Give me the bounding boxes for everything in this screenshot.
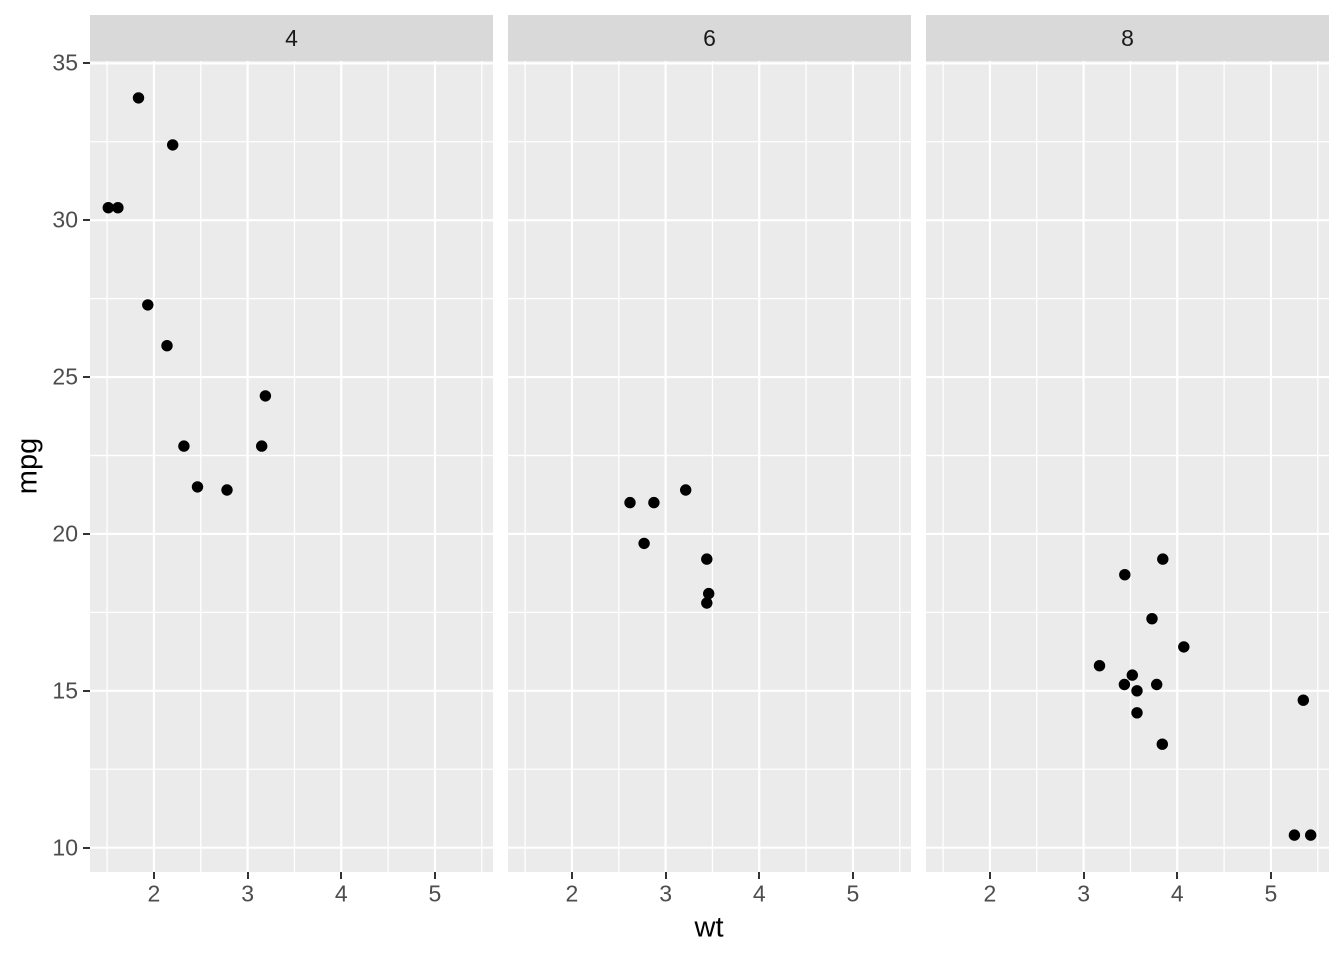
data-point bbox=[259, 390, 272, 402]
data-point bbox=[1297, 694, 1309, 706]
data-point bbox=[1151, 678, 1163, 691]
data-point bbox=[1288, 829, 1301, 841]
scatter-panel bbox=[926, 61, 1329, 872]
y-tick-label: 10 bbox=[52, 834, 78, 861]
x-tick-mark bbox=[851, 872, 854, 879]
x-tick-label: 2 bbox=[983, 880, 997, 907]
x-tick-label: 2 bbox=[565, 880, 579, 907]
x-tick-mark bbox=[988, 872, 991, 879]
y-tick-mark bbox=[83, 62, 90, 65]
data-point bbox=[1118, 678, 1131, 691]
y-tick-mark bbox=[83, 532, 90, 535]
scatter-panel bbox=[90, 61, 493, 872]
x-axis-title: wt bbox=[694, 911, 724, 944]
x-tick-label: 5 bbox=[1264, 880, 1278, 907]
facet-strip: 6 bbox=[508, 15, 911, 61]
major-gridlines bbox=[508, 61, 911, 872]
y-tick-mark bbox=[83, 846, 90, 849]
data-point bbox=[648, 496, 660, 509]
facet-strip-label: 4 bbox=[285, 24, 298, 51]
x-tick-label: 4 bbox=[334, 880, 348, 907]
data-point bbox=[191, 481, 204, 493]
y-axis-title: mpg bbox=[11, 437, 44, 495]
minor-gridlines bbox=[508, 61, 911, 872]
data-point bbox=[1126, 669, 1138, 681]
data-point bbox=[1157, 553, 1169, 565]
y-tick-mark bbox=[83, 376, 90, 379]
panel-background bbox=[926, 61, 1329, 872]
x-tick-label: 4 bbox=[1170, 880, 1184, 907]
data-point bbox=[1119, 569, 1131, 581]
data-point bbox=[1146, 613, 1158, 625]
facet-strip-label: 6 bbox=[703, 24, 716, 51]
data-point bbox=[1131, 685, 1143, 697]
x-tick-mark bbox=[246, 872, 249, 879]
x-tick-label: 4 bbox=[752, 880, 766, 907]
data-point bbox=[703, 587, 715, 600]
data-point bbox=[680, 484, 692, 496]
x-tick-mark bbox=[152, 872, 155, 879]
points bbox=[1093, 553, 1317, 841]
data-point bbox=[1178, 641, 1190, 653]
facet-strip: 8 bbox=[926, 15, 1329, 61]
x-tick-mark bbox=[664, 872, 667, 879]
y-tick-label: 30 bbox=[52, 206, 78, 233]
data-point bbox=[102, 202, 114, 214]
data-point bbox=[701, 553, 713, 565]
x-tick-mark bbox=[340, 872, 343, 879]
major-gridlines bbox=[90, 61, 493, 872]
y-tick-label: 15 bbox=[52, 677, 78, 704]
y-tick-mark bbox=[83, 689, 90, 692]
x-tick-label: 5 bbox=[846, 880, 860, 907]
x-tick-mark bbox=[1176, 872, 1179, 879]
data-point bbox=[1156, 738, 1168, 750]
minor-gridlines bbox=[926, 61, 1329, 872]
x-tick-label: 3 bbox=[1077, 880, 1090, 907]
points bbox=[624, 484, 715, 609]
data-point bbox=[142, 299, 154, 311]
data-point bbox=[624, 496, 636, 509]
x-tick-mark bbox=[1082, 872, 1085, 879]
data-point bbox=[161, 340, 173, 352]
facet-strip: 4 bbox=[90, 15, 493, 61]
x-tick-label: 3 bbox=[659, 880, 672, 907]
data-point bbox=[1093, 660, 1106, 672]
points bbox=[102, 92, 272, 496]
data-point bbox=[167, 139, 179, 151]
x-tick-label: 5 bbox=[428, 880, 442, 907]
y-tick-label: 25 bbox=[52, 363, 78, 390]
y-tick-mark bbox=[83, 219, 90, 222]
data-point bbox=[638, 537, 650, 550]
major-gridlines bbox=[926, 61, 1329, 872]
data-point bbox=[1305, 829, 1317, 841]
data-point bbox=[1131, 707, 1143, 719]
data-point bbox=[256, 440, 268, 452]
minor-gridlines bbox=[90, 61, 493, 872]
x-tick-mark bbox=[758, 872, 761, 879]
y-tick-label: 20 bbox=[52, 520, 78, 547]
facet-strip-label: 8 bbox=[1121, 24, 1134, 51]
x-tick-label: 2 bbox=[147, 880, 161, 907]
data-point bbox=[178, 440, 190, 452]
panel-background bbox=[508, 61, 911, 872]
y-tick-label: 35 bbox=[52, 49, 78, 76]
data-point bbox=[112, 202, 124, 214]
panel-background bbox=[90, 61, 493, 872]
data-point bbox=[701, 597, 713, 609]
scatter-panel bbox=[508, 61, 911, 872]
x-tick-label: 3 bbox=[241, 880, 254, 907]
data-point bbox=[221, 484, 233, 496]
x-tick-mark bbox=[1269, 872, 1272, 879]
x-tick-mark bbox=[433, 872, 436, 879]
x-tick-mark bbox=[570, 872, 573, 879]
data-point bbox=[132, 92, 145, 104]
